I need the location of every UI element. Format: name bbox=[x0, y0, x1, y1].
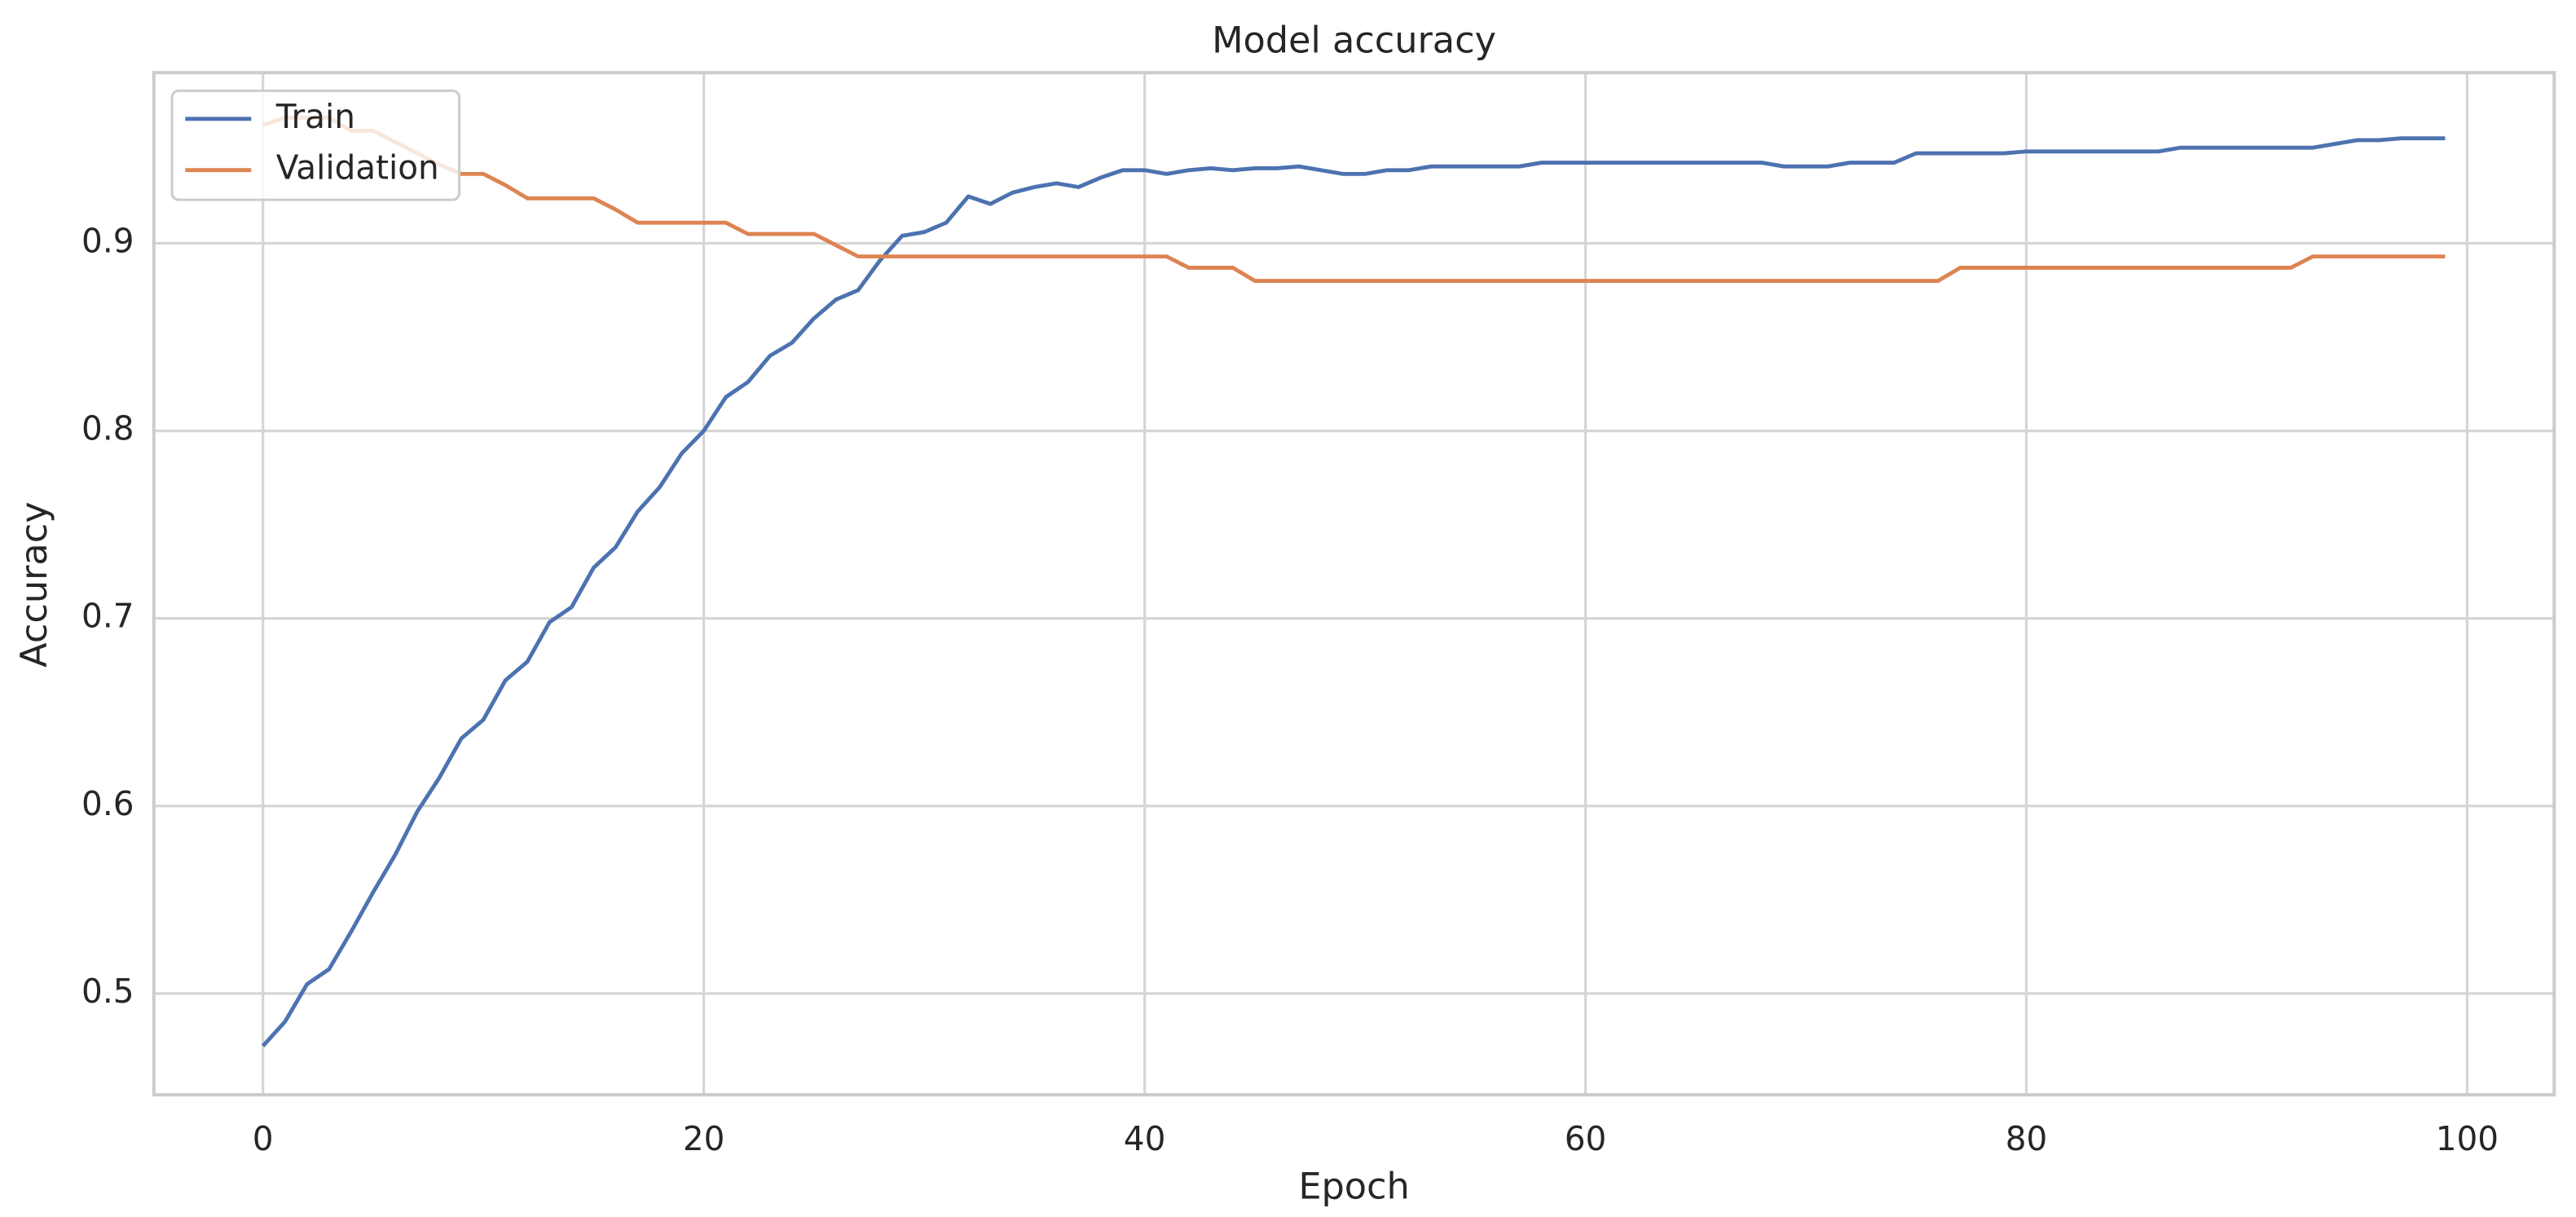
x-tick-label: 40 bbox=[1124, 1119, 1166, 1158]
x-axis-label: Epoch bbox=[1298, 1166, 1409, 1208]
y-tick-label: 0.9 bbox=[81, 222, 134, 261]
y-tick-label: 0.8 bbox=[81, 409, 134, 448]
x-tick-label: 20 bbox=[683, 1119, 725, 1158]
legend: Train Validation bbox=[170, 89, 461, 201]
y-tick-label: 0.7 bbox=[81, 597, 134, 636]
x-tick-label: 60 bbox=[1565, 1119, 1607, 1158]
data-line bbox=[261, 136, 2446, 1047]
legend-label: Train bbox=[275, 97, 355, 136]
y-axis-label: Accuracy bbox=[13, 501, 55, 667]
data-line bbox=[262, 115, 2446, 283]
chart-title: Model accuracy bbox=[1212, 20, 1496, 62]
x-tick-label: 80 bbox=[2006, 1119, 2048, 1158]
legend-label: Validation bbox=[276, 148, 439, 187]
plot-frame bbox=[152, 71, 2556, 1097]
y-tick-label: 0.5 bbox=[81, 972, 134, 1011]
y-tick-label: 0.6 bbox=[81, 784, 134, 823]
x-tick-label: 100 bbox=[2436, 1119, 2499, 1158]
x-tick-label: 0 bbox=[253, 1119, 274, 1158]
